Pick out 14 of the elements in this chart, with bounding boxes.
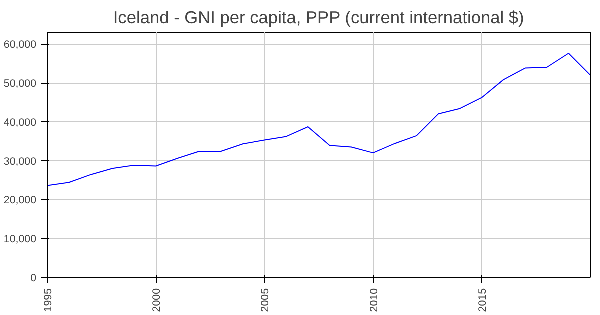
y-tick-label: 30,000 — [4, 156, 37, 168]
y-tick-label: 50,000 — [4, 78, 37, 90]
x-tick-label: 1995 — [42, 288, 54, 312]
line-series — [48, 53, 590, 186]
y-tick-label: 10,000 — [4, 234, 37, 246]
x-tick-label: 2000 — [151, 288, 164, 312]
x-tick-label: 2005 — [260, 288, 272, 312]
y-tick-label: 60,000 — [4, 39, 37, 52]
y-tick-label: 0 — [30, 272, 37, 284]
x-tick-label: 2015 — [476, 288, 489, 312]
x-tick-label: 2010 — [368, 288, 380, 312]
y-tick-label: 20,000 — [4, 194, 37, 207]
chart-title: Iceland - GNI per capita, PPP (current international $) — [113, 8, 524, 28]
y-tick-label: 40,000 — [4, 116, 37, 129]
